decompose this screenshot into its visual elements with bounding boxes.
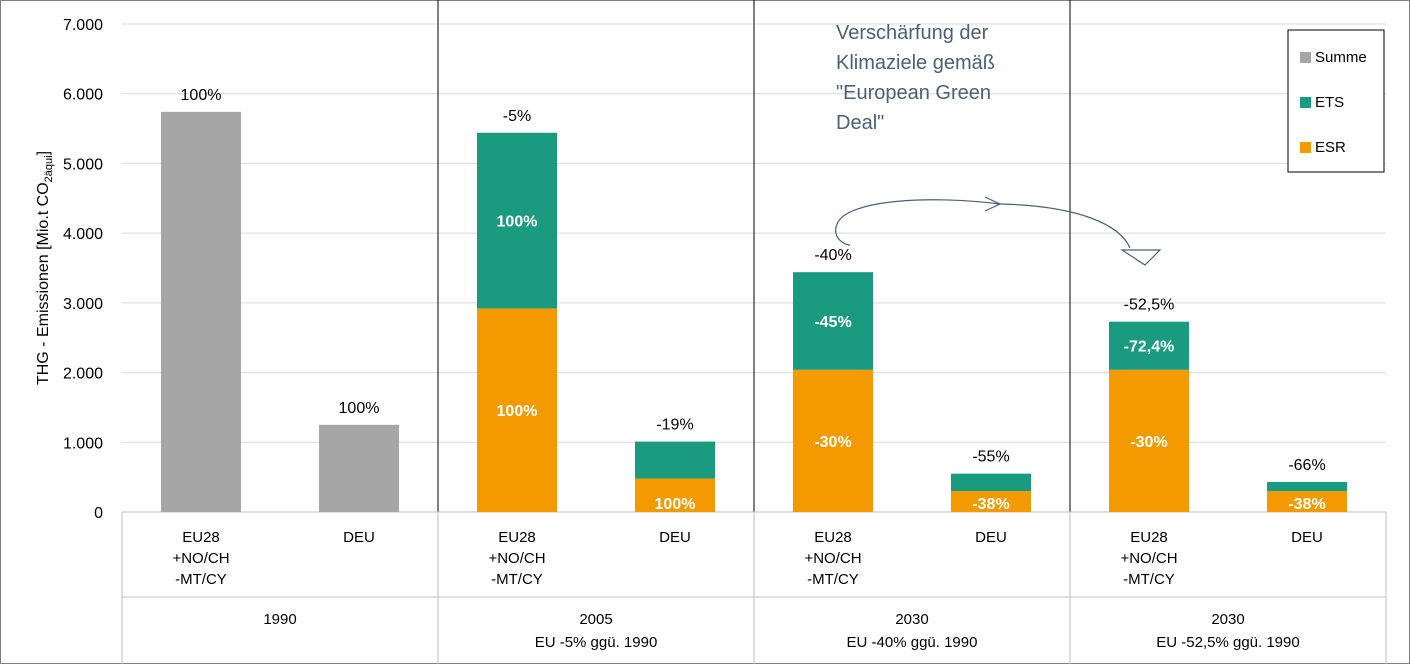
- bar-total-label: -40%: [814, 247, 851, 264]
- bar-segment-label: -30%: [814, 434, 851, 451]
- bar-segment-label: -38%: [972, 496, 1009, 513]
- category-label: +NO/CH: [1120, 550, 1177, 567]
- group-subtitle-label: EU -52,5% ggü. 1990: [1156, 634, 1299, 651]
- category-label: +NO/CH: [172, 550, 229, 567]
- category-label: EU28: [498, 529, 536, 546]
- category-label: EU28: [1130, 529, 1168, 546]
- category-label: -MT/CY: [807, 571, 859, 588]
- y-tick-label: 2.000: [63, 366, 103, 383]
- annotation-line: "European Green: [836, 82, 991, 104]
- category-label: -MT/CY: [175, 571, 227, 588]
- bar-total-label: 100%: [181, 87, 222, 104]
- bar-segment-ets: [477, 132, 557, 309]
- bar-segment-label: -30%: [1130, 434, 1167, 451]
- category-label: DEU: [343, 529, 375, 546]
- bar-segment-ets: [793, 272, 873, 370]
- bar-segment-esr: [951, 491, 1031, 512]
- y-tick-label: 7.000: [63, 17, 103, 34]
- legend-label-summe: Summe: [1315, 49, 1367, 66]
- y-tick-label: 3.000: [63, 296, 103, 313]
- annotation-line: Klimaziele gemäß: [836, 52, 995, 74]
- legend-label-ets: ETS: [1315, 94, 1344, 111]
- y-axis-ticks: 0 1.000 2.000 3.000 4.000 5.000 6.000 7.000: [63, 17, 103, 522]
- bar-segment-label: 100%: [497, 403, 538, 420]
- category-label: DEU: [659, 529, 691, 546]
- bar-segment-esr: [793, 369, 873, 512]
- annotation-line: Deal": [836, 112, 884, 134]
- annotation-line: Verschärfung der: [836, 22, 989, 44]
- group-year-label: 1990: [263, 611, 296, 628]
- bar-segment-ets: [1267, 482, 1347, 492]
- y-axis-label: THG - Emissionen [Mio.t CO2äqui]: [35, 151, 55, 385]
- bar-total-label: -5%: [503, 108, 531, 125]
- bar-segment-ets: [951, 473, 1031, 492]
- bar-segment-label: 100%: [655, 496, 696, 513]
- bar-segment-ets: [1109, 321, 1189, 370]
- category-label: -MT/CY: [1123, 571, 1175, 588]
- bar-segment-summe: [319, 424, 399, 512]
- group-separators: [437, 0, 1071, 512]
- bar-segment-label: -38%: [1288, 496, 1325, 513]
- category-label: DEU: [1291, 529, 1323, 546]
- y-tick-label: 0: [94, 505, 103, 522]
- category-label: +NO/CH: [804, 550, 861, 567]
- curved-arrow: [835, 196, 1162, 266]
- bars: 100% EU28 +NO/CH -MT/CY 100% DEU 100% 100% -5% EU…: [161, 87, 1347, 588]
- legend: Summe ETS ESR: [1287, 29, 1385, 173]
- annotation-text: Verschärfung der Klimaziele gemäß "Europea…: [836, 22, 995, 134]
- group-year-label: 2030: [1211, 611, 1244, 628]
- legend-label-esr: ESR: [1315, 139, 1346, 156]
- bar-total-label: -52,5%: [1124, 297, 1175, 314]
- category-label: DEU: [975, 529, 1007, 546]
- y-tick-label: 4.000: [63, 226, 103, 243]
- category-table: 1990 2005 EU -5% ggü. 1990 2030 EU -40% ggü.…: [121, 511, 1387, 664]
- y-tick-label: 6.000: [63, 87, 103, 104]
- bar-segment-esr: [635, 478, 715, 512]
- group-subtitle-label: EU -5% ggü. 1990: [535, 634, 658, 651]
- group-year-label: 2030: [895, 611, 928, 628]
- bar-segment-label: -45%: [814, 314, 851, 331]
- y-tick-label: 5.000: [63, 156, 103, 173]
- legend-swatch-ets: [1300, 97, 1311, 108]
- legend-swatch-esr: [1300, 142, 1311, 153]
- group-subtitle-label: EU -40% ggü. 1990: [847, 634, 978, 651]
- category-label: EU28: [182, 529, 220, 546]
- bar-total-label: 100%: [339, 400, 380, 417]
- bar-segment-esr: [477, 308, 557, 512]
- bar-segment-esr: [1109, 369, 1189, 512]
- category-label: -MT/CY: [491, 571, 543, 588]
- bar-segment-esr: [1267, 491, 1347, 512]
- bar-segment-ets: [635, 441, 715, 479]
- group-year-label: 2005: [579, 611, 612, 628]
- bar-total-label: -66%: [1288, 457, 1325, 474]
- bar-segment-summe: [161, 111, 241, 512]
- bar-segment-label: -72,4%: [1124, 339, 1175, 356]
- bar-total-label: -55%: [972, 449, 1009, 466]
- category-label: +NO/CH: [488, 550, 545, 567]
- bar-total-label: -19%: [656, 417, 693, 434]
- y-tick-label: 1.000: [63, 435, 103, 452]
- legend-swatch-summe: [1300, 52, 1311, 63]
- category-label: EU28: [814, 529, 852, 546]
- bar-segment-label: 100%: [497, 214, 538, 231]
